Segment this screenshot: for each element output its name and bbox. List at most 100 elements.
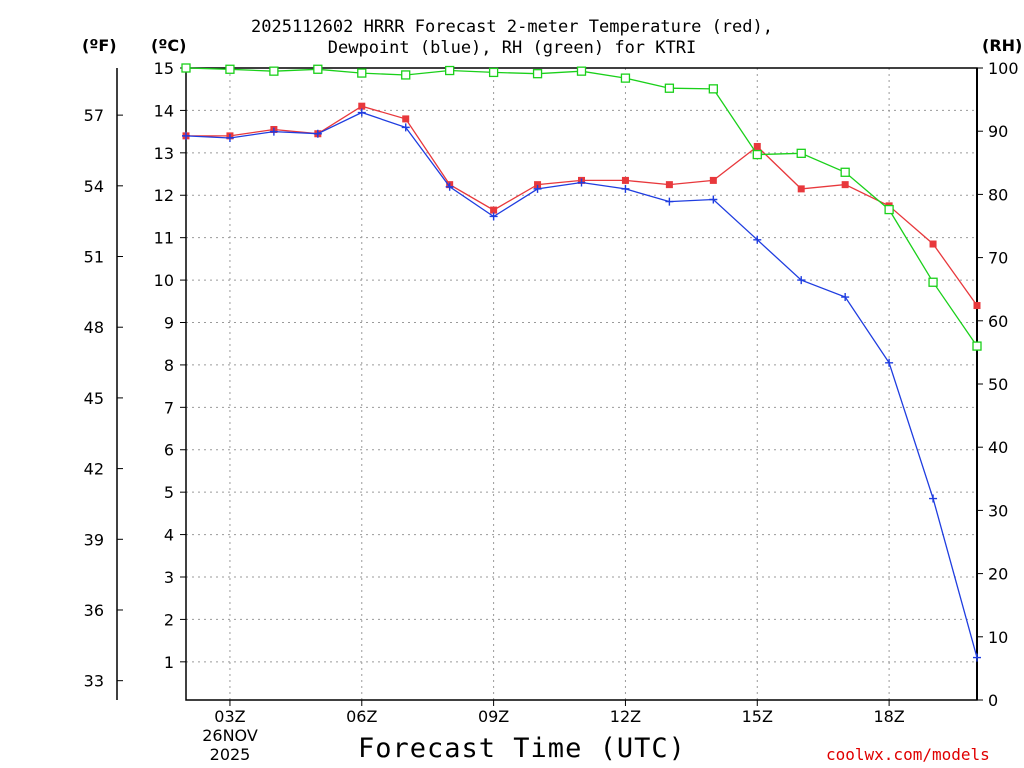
rh-tick-label: 90 bbox=[988, 122, 1008, 141]
data-point-temperature bbox=[534, 181, 542, 189]
data-point-rh bbox=[181, 63, 191, 73]
data-point-rh bbox=[269, 66, 279, 76]
rh-tick-label: 60 bbox=[988, 312, 1008, 331]
rh-tick-label: 0 bbox=[988, 691, 998, 710]
data-point-rh bbox=[532, 69, 543, 79]
data-point-dewpoint bbox=[357, 108, 366, 117]
data-point-temperature bbox=[753, 142, 761, 150]
rh-tick-label: 70 bbox=[988, 249, 1008, 268]
rh-tick-label: 80 bbox=[988, 185, 1008, 204]
date-label-day: 26NOV bbox=[202, 726, 258, 745]
fahrenheit-tick-label: 48 bbox=[84, 318, 104, 337]
rh-unit-label: (RH) bbox=[982, 36, 1023, 55]
celsius-tick-label: 6 bbox=[164, 441, 174, 460]
data-point-rh bbox=[840, 167, 850, 177]
plot-frame bbox=[185, 67, 978, 701]
data-point-temperature bbox=[973, 302, 981, 310]
data-point-temperature bbox=[402, 115, 410, 123]
celsius-tick-label: 3 bbox=[164, 568, 174, 587]
data-point-dewpoint bbox=[445, 182, 454, 191]
celsius-tick-label: 9 bbox=[164, 313, 174, 332]
series-line-temperature bbox=[186, 105, 978, 306]
celsius-tick-label: 5 bbox=[164, 483, 174, 502]
data-point-dewpoint bbox=[841, 293, 850, 302]
fahrenheit-tick-label: 39 bbox=[84, 530, 104, 549]
data-point-dewpoint bbox=[885, 358, 894, 367]
series-line-dewpoint bbox=[185, 111, 978, 658]
x-tick-label: 09Z bbox=[478, 707, 509, 726]
rh-tick-label: 10 bbox=[988, 628, 1008, 647]
data-point-dewpoint bbox=[225, 133, 234, 142]
data-point-dewpoint bbox=[182, 131, 190, 140]
celsius-tick-label: 10 bbox=[154, 271, 174, 290]
chart-title-line-1: 2025112602 HRRR Forecast 2-meter Tempera… bbox=[251, 17, 773, 37]
data-point-rh bbox=[401, 70, 411, 80]
data-point-rh bbox=[972, 341, 982, 351]
fahrenheit-tick-label: 57 bbox=[84, 106, 104, 125]
data-point-dewpoint bbox=[797, 276, 806, 285]
data-point-temperature bbox=[358, 102, 366, 110]
chart-title-line-2: Dewpoint (blue), RH (green) for KTRI bbox=[327, 38, 697, 58]
celsius-tick-label: 12 bbox=[154, 186, 174, 205]
rh-tick-label: 100 bbox=[988, 59, 1019, 78]
celsius-tick-label: 1 bbox=[164, 653, 174, 672]
data-point-rh bbox=[225, 64, 235, 74]
fahrenheit-tick-label: 33 bbox=[84, 672, 104, 691]
x-tick-label: 03Z bbox=[214, 707, 245, 726]
data-point-rh bbox=[796, 148, 806, 158]
data-point-rh bbox=[664, 83, 675, 93]
rh-tick-label: 30 bbox=[988, 501, 1008, 520]
data-point-rh bbox=[488, 67, 499, 78]
celsius-unit-label: (ºC) bbox=[151, 36, 187, 55]
data-point-rh bbox=[445, 65, 455, 76]
celsius-tick-label: 11 bbox=[154, 229, 174, 248]
x-tick-label: 06Z bbox=[346, 707, 377, 726]
celsius-tick-label: 8 bbox=[164, 356, 174, 375]
data-point-dewpoint bbox=[621, 184, 630, 193]
data-point-temperature bbox=[929, 240, 937, 248]
data-point-rh bbox=[752, 149, 762, 160]
data-point-rh bbox=[708, 84, 718, 94]
fahrenheit-unit-label: (ºF) bbox=[82, 36, 117, 55]
x-tick-label: 15Z bbox=[742, 707, 773, 726]
x-tick-label: 18Z bbox=[873, 707, 904, 726]
data-point-temperature bbox=[621, 176, 629, 184]
celsius-tick-label: 13 bbox=[154, 144, 174, 163]
data-point-rh bbox=[884, 204, 894, 215]
data-point-rh bbox=[357, 68, 367, 78]
x-tick-label: 12Z bbox=[610, 707, 641, 726]
rh-tick-label: 20 bbox=[988, 565, 1008, 584]
fahrenheit-tick-label: 51 bbox=[84, 248, 104, 267]
data-point-dewpoint bbox=[269, 127, 278, 136]
date-label-year: 2025 bbox=[209, 745, 251, 764]
celsius-tick-label: 2 bbox=[164, 610, 174, 629]
celsius-tick-label: 7 bbox=[164, 398, 174, 417]
data-point-dewpoint bbox=[313, 129, 322, 138]
celsius-tick-label: 14 bbox=[154, 101, 174, 120]
fahrenheit-tick-label: 54 bbox=[84, 177, 104, 196]
celsius-tick-label: 15 bbox=[154, 59, 174, 78]
data-point-dewpoint bbox=[401, 123, 410, 132]
data-point-temperature bbox=[665, 181, 673, 189]
data-point-dewpoint bbox=[753, 235, 762, 244]
data-point-temperature bbox=[797, 185, 805, 193]
data-point-rh bbox=[313, 64, 323, 74]
data-point-dewpoint bbox=[929, 494, 938, 503]
data-point-temperature bbox=[709, 176, 717, 184]
rh-tick-label: 40 bbox=[988, 438, 1008, 457]
data-point-rh bbox=[576, 66, 587, 76]
credit-link[interactable]: coolwx.com/models bbox=[826, 745, 990, 764]
series-line-rh bbox=[185, 67, 978, 347]
data-point-rh bbox=[620, 73, 631, 83]
data-point-dewpoint bbox=[665, 197, 674, 206]
data-point-dewpoint bbox=[577, 178, 586, 187]
data-point-temperature bbox=[841, 181, 849, 189]
rh-tick-label: 50 bbox=[988, 375, 1008, 394]
fahrenheit-tick-label: 45 bbox=[84, 389, 104, 408]
data-point-rh bbox=[928, 277, 938, 287]
data-point-temperature bbox=[490, 206, 498, 214]
fahrenheit-tick-label: 42 bbox=[84, 460, 104, 479]
data-point-dewpoint bbox=[709, 195, 718, 204]
fahrenheit-tick-label: 36 bbox=[84, 601, 104, 620]
